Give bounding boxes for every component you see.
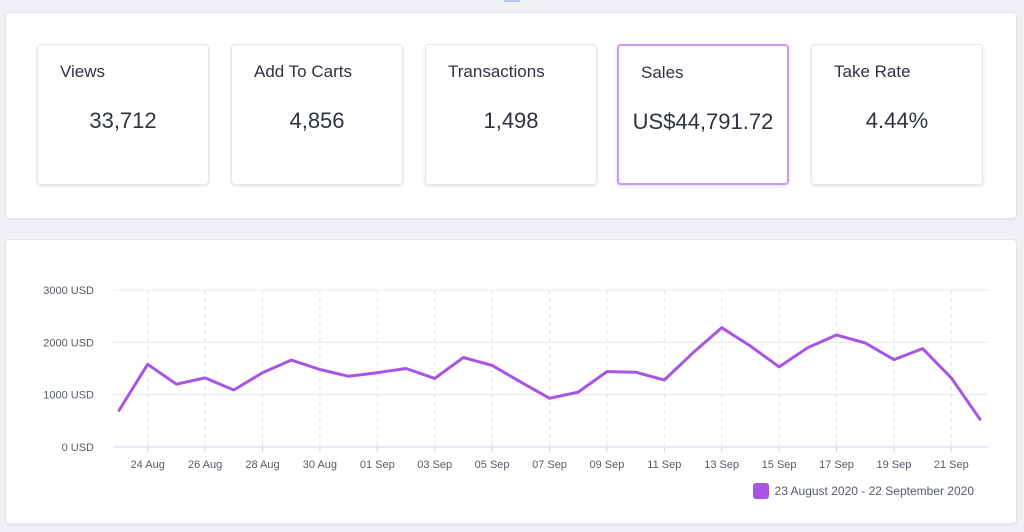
stat-value-views: 33,712 [89,108,157,133]
x-tick-label: 07 Sep [532,459,567,471]
stat-value-add-to-carts: 4,856 [289,108,345,133]
y-tick-label: 3000 USD [43,285,94,297]
x-tick-label: 13 Sep [704,459,739,471]
chart-panel: 3000 USD 2000 USD 1000 USD 0 USD 24 Aug 26 Au… [5,239,1017,524]
y-tick-label: 2000 USD [43,337,94,349]
top-handle [504,0,520,2]
x-tick-label: 21 Sep [934,459,969,471]
stat-card-views[interactable]: Views 33,712 [37,44,209,185]
stat-label-take-rate: Take Rate [834,62,911,81]
x-tick-label: 24 Aug [131,459,165,471]
stat-card-sales[interactable]: Sales US$44,791.72 [617,44,789,185]
x-tick-label: 03 Sep [417,459,452,471]
stat-label-sales: Sales [641,63,684,82]
x-tick-label: 30 Aug [303,459,337,471]
x-tick-label: 17 Sep [819,459,854,471]
x-tick-label: 26 Aug [188,459,222,471]
x-tick-label: 28 Aug [245,459,279,471]
stat-card-transactions[interactable]: Transactions 1,498 [425,44,597,185]
x-tick-label: 01 Sep [360,459,395,471]
stat-label-add-to-carts: Add To Carts [254,62,352,81]
chart-legend[interactable]: 23 August 2020 - 22 September 2020 [752,483,974,499]
x-tick-label: 11 Sep [647,459,681,471]
x-tick-label: 19 Sep [876,459,911,471]
x-tick-label: 05 Sep [475,459,510,471]
stat-value-transactions: 1,498 [483,108,539,133]
stat-label-transactions: Transactions [448,62,545,81]
y-tick-label: 0 USD [62,442,94,454]
x-tick-label: 15 Sep [762,459,797,471]
stat-value-sales: US$44,791.72 [632,109,774,134]
stat-card-take-rate[interactable]: Take Rate 4.44% [811,44,983,185]
series-line [117,326,982,421]
stat-label-views: Views [60,62,106,81]
legend-label: 23 August 2020 - 22 September 2020 [774,484,974,498]
x-tick-label: 09 Sep [589,459,624,471]
legend-swatch [752,483,769,499]
stat-value-take-rate: 4.44% [865,108,929,133]
sales-line-chart: 3000 USD 2000 USD 1000 USD 0 USD 24 Aug 26 Au… [43,285,988,471]
y-tick-label: 1000 USD [43,390,94,402]
stats-panel: Views 33,712 Add To Carts 4,856 Transact… [5,12,1017,219]
stat-card-add-to-carts[interactable]: Add To Carts 4,856 [231,44,403,185]
